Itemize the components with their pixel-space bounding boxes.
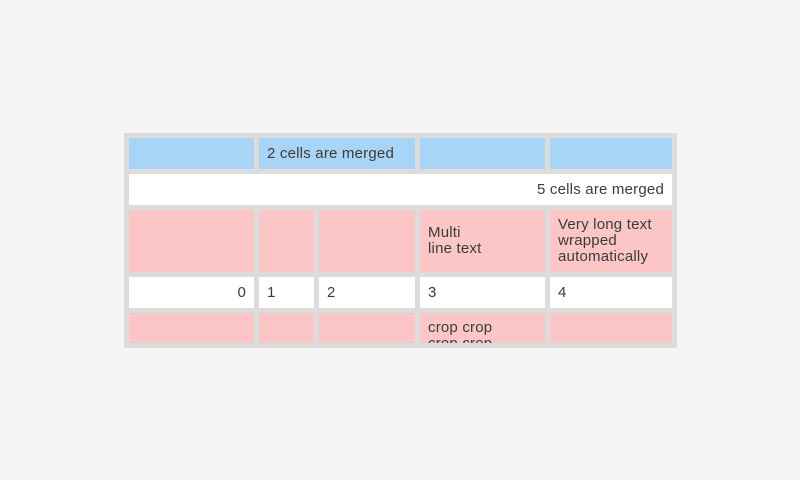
table-cell-r4c4[interactable]: [550, 313, 672, 343]
table-cell-r3c4[interactable]: 4: [550, 277, 672, 308]
table-cell-r3c3[interactable]: 3: [420, 277, 545, 308]
table-cell-r0c3[interactable]: [420, 138, 545, 169]
table-cell-r0c4[interactable]: [550, 138, 672, 169]
table-cell-r4c2[interactable]: [319, 313, 415, 343]
table-widget: 2 cells are merged 5 cells are merged Mu…: [124, 133, 677, 348]
table-cell-r2c4[interactable]: Very long text wrapped automatically: [550, 210, 672, 272]
table-cell-r4c1[interactable]: [259, 313, 314, 343]
table-cell-r4c3[interactable]: crop crop crop crop: [420, 313, 545, 343]
table-cell-r3c0[interactable]: 0: [129, 277, 254, 308]
table-cell-r2c2[interactable]: [319, 210, 415, 272]
table-cell-r3c1[interactable]: 1: [259, 277, 314, 308]
table-cell-r4c0[interactable]: [129, 313, 254, 343]
table-cell-r2c0[interactable]: [129, 210, 254, 272]
table-cell-r1c0-merged[interactable]: 5 cells are merged: [129, 174, 672, 205]
table-cell-r3c2[interactable]: 2: [319, 277, 415, 308]
table-grid: 2 cells are merged 5 cells are merged Mu…: [129, 138, 672, 343]
table-clip-area: 2 cells are merged 5 cells are merged Mu…: [129, 138, 672, 343]
table-cell-r2c1[interactable]: [259, 210, 314, 272]
table-cell-r2c3[interactable]: Multi line text: [420, 210, 545, 272]
table-cell-r0c1-merged[interactable]: 2 cells are merged: [259, 138, 415, 169]
table-cell-r0c0[interactable]: [129, 138, 254, 169]
